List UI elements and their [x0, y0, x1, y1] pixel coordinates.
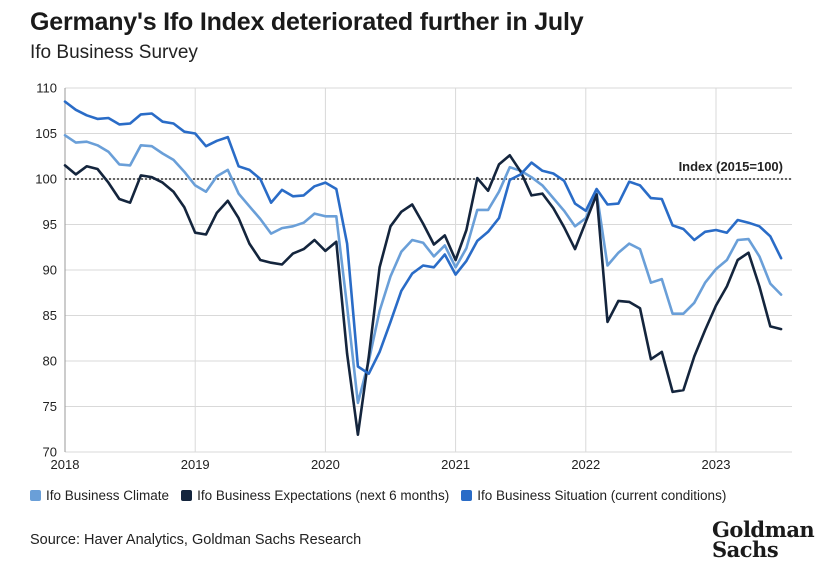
reference-line-label: Index (2015=100) — [679, 159, 783, 174]
legend-item-situation: Ifo Business Situation (current conditio… — [461, 488, 726, 503]
y-tick-label: 70 — [43, 445, 57, 460]
series-lines — [63, 100, 783, 437]
goldman-sachs-logo: Goldman Sachs — [712, 517, 815, 562]
x-tick-label: 2023 — [702, 457, 731, 472]
series-line-situation — [63, 100, 783, 376]
x-tick-label: 2018 — [51, 457, 80, 472]
legend: Ifo Business Climate Ifo Business Expect… — [30, 488, 726, 503]
y-tick-label: 100 — [35, 172, 57, 187]
legend-swatch-climate — [30, 490, 41, 501]
logo-line-2: Sachs — [712, 537, 779, 562]
y-tick-label: 95 — [43, 217, 57, 232]
reference-line-group: Index (2015=100) — [65, 159, 792, 180]
chart-title: Germany's Ifo Index deteriorated further… — [30, 8, 584, 36]
line-chart: Index (2015=100) 70 75 80 85 90 95 100 105 110 20… — [35, 81, 792, 473]
y-tick-label: 75 — [43, 399, 57, 414]
source-note: Source: Haver Analytics, Goldman Sachs R… — [30, 532, 362, 548]
y-tick-label: 85 — [43, 308, 57, 323]
legend-label-climate: Ifo Business Climate — [46, 488, 170, 503]
x-tick-label: 2022 — [571, 457, 600, 472]
y-tick-label: 90 — [43, 263, 57, 278]
series-line-climate — [63, 134, 783, 405]
axis-labels: 70 75 80 85 90 95 100 105 110 2018 2019 2020 2021 202… — [35, 81, 730, 473]
legend-swatch-situation — [461, 490, 473, 501]
y-tick-label: 110 — [36, 81, 57, 96]
grid-lines — [64, 87, 792, 453]
y-tick-label: 80 — [43, 354, 57, 369]
x-tick-label: 2019 — [181, 457, 210, 472]
logo-line-1: Goldman — [712, 517, 815, 542]
legend-item-expectations: Ifo Business Expectations (next 6 months… — [181, 488, 449, 503]
series-line-expectations — [63, 154, 783, 437]
x-tick-label: 2020 — [311, 457, 340, 472]
x-tick-label: 2021 — [441, 457, 470, 472]
chart-subtitle: Ifo Business Survey — [30, 42, 198, 63]
legend-item-climate: Ifo Business Climate — [30, 488, 169, 503]
y-tick-label: 105 — [35, 126, 57, 141]
legend-label-situation: Ifo Business Situation (current conditio… — [477, 488, 727, 503]
legend-label-expectations: Ifo Business Expectations (next 6 months… — [197, 488, 450, 503]
legend-swatch-expectations — [181, 490, 193, 501]
